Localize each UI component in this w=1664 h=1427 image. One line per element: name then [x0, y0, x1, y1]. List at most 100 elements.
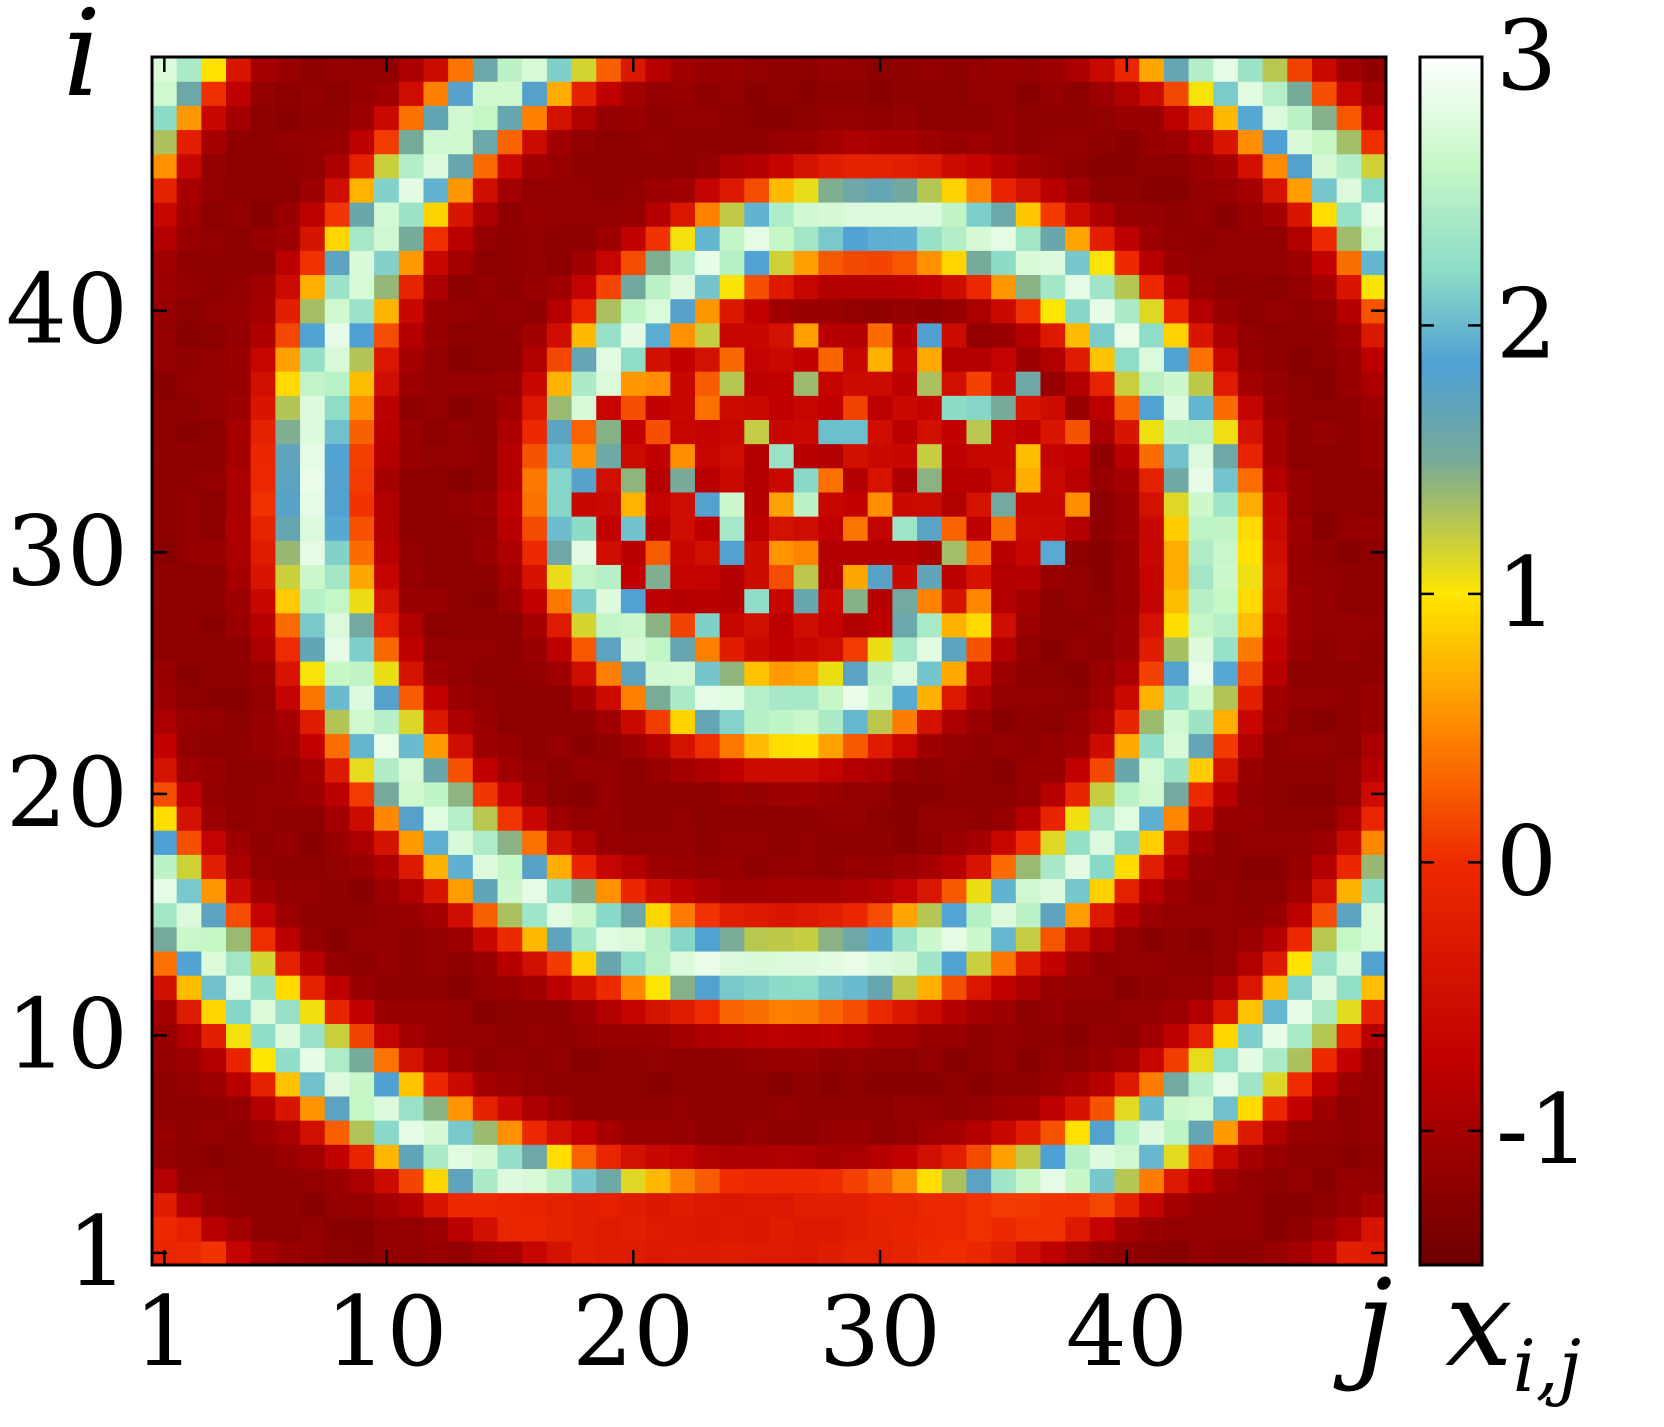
- heatmap-cell: [818, 81, 844, 106]
- heatmap-cell: [1311, 757, 1338, 783]
- heatmap-cell: [398, 226, 425, 251]
- heatmap-cell: [1089, 1047, 1116, 1073]
- heatmap-cell: [1139, 129, 1165, 155]
- heatmap-cell: [1213, 1240, 1239, 1266]
- heatmap-cell: [818, 1047, 844, 1073]
- heatmap-cell: [818, 1240, 844, 1266]
- heatmap-cell: [843, 443, 869, 469]
- heatmap-cell: [349, 685, 375, 710]
- heatmap-cell: [349, 1240, 375, 1266]
- heatmap-cell: [423, 491, 449, 517]
- heatmap-cell: [1188, 298, 1214, 324]
- heatmap-cell: [250, 564, 276, 590]
- heatmap-cell: [843, 1240, 869, 1266]
- heatmap-cell: [744, 1047, 770, 1073]
- heatmap-cell: [769, 1071, 795, 1097]
- heatmap-cell: [917, 491, 943, 517]
- heatmap-cell: [620, 177, 647, 203]
- heatmap-cell: [843, 540, 869, 565]
- heatmap-cell: [744, 975, 770, 1000]
- heatmap-cell: [1287, 129, 1313, 155]
- heatmap-cell: [620, 781, 647, 807]
- heatmap-cell: [497, 733, 523, 759]
- heatmap-cell: [571, 395, 597, 420]
- heatmap-cell: [694, 854, 721, 880]
- heatmap-cell: [1114, 661, 1140, 686]
- heatmap-cell: [818, 757, 844, 783]
- heatmap-cell: [769, 1023, 795, 1049]
- heatmap-cell: [522, 878, 548, 904]
- heatmap-cell: [818, 371, 844, 396]
- heatmap-cell: [374, 395, 400, 420]
- heatmap-cell: [1040, 153, 1066, 179]
- heatmap-cell: [1287, 298, 1313, 324]
- heatmap-cell: [152, 733, 178, 759]
- heatmap-cell: [546, 709, 573, 735]
- heatmap-cell: [250, 854, 276, 880]
- heatmap-cell: [793, 733, 819, 759]
- heatmap-cell: [1287, 322, 1313, 348]
- heatmap-cell: [374, 153, 400, 179]
- heatmap-cell: [941, 81, 968, 106]
- heatmap-cell: [596, 540, 622, 565]
- heatmap-cell: [744, 830, 770, 855]
- heatmap-cell: [1262, 612, 1288, 638]
- heatmap-cell: [1262, 854, 1288, 880]
- heatmap-cell: [694, 1047, 721, 1073]
- heatmap-cell: [300, 612, 326, 638]
- heatmap-cell: [620, 153, 647, 179]
- heatmap-cell: [941, 588, 968, 614]
- heatmap-cell: [1114, 419, 1140, 445]
- heatmap-cell: [1237, 564, 1264, 590]
- heatmap-cell: [670, 564, 696, 590]
- heatmap-cell: [966, 491, 992, 517]
- heatmap-cell: [645, 105, 671, 131]
- heatmap-cell: [1188, 443, 1214, 469]
- heatmap-cell: [1114, 902, 1140, 928]
- heatmap-cell: [1015, 588, 1042, 614]
- heatmap-cell: [1065, 491, 1091, 517]
- heatmap-cell: [620, 757, 647, 783]
- heatmap-cell: [1114, 395, 1140, 420]
- heatmap-cell: [1237, 1095, 1264, 1121]
- heatmap-cell: [917, 57, 943, 82]
- heatmap-cell: [176, 129, 202, 155]
- heatmap-cell: [497, 298, 523, 324]
- heatmap-cell: [1311, 1023, 1338, 1049]
- heatmap-cell: [719, 419, 745, 445]
- heatmap-cell: [1262, 153, 1288, 179]
- heatmap-cell: [1336, 491, 1362, 517]
- heatmap-cell: [152, 999, 178, 1024]
- heatmap-cell: [1065, 371, 1091, 396]
- heatmap-cell: [152, 250, 178, 276]
- heatmap-cell: [1065, 757, 1091, 783]
- heatmap-cell: [620, 1071, 647, 1097]
- heatmap-cell: [1262, 129, 1288, 155]
- heatmap-cell: [1336, 854, 1362, 880]
- heatmap-cell: [991, 1095, 1017, 1121]
- heatmap-cell: [694, 1071, 721, 1097]
- heatmap-cell: [1213, 709, 1239, 735]
- heatmap-cell: [596, 830, 622, 855]
- heatmap-cell: [1336, 371, 1362, 396]
- heatmap-cell: [1015, 1047, 1042, 1073]
- heatmap-cell: [522, 226, 548, 251]
- heatmap-cell: [300, 830, 326, 855]
- heatmap-cell: [324, 395, 351, 420]
- heatmap-cell: [744, 709, 770, 735]
- heatmap-cell: [719, 830, 745, 855]
- heatmap-cell: [1361, 443, 1387, 469]
- heatmap-cell: [176, 322, 202, 348]
- heatmap-cell: [226, 902, 252, 928]
- heatmap-cell: [596, 661, 622, 686]
- heatmap-cell: [1015, 516, 1042, 541]
- heatmap-cell: [1139, 950, 1165, 976]
- heatmap-cell: [966, 830, 992, 855]
- heatmap-cell: [1139, 274, 1165, 300]
- heatmap-cell: [1311, 226, 1338, 251]
- heatmap-cell: [1015, 612, 1042, 638]
- heatmap-cell: [522, 250, 548, 276]
- heatmap-cell: [349, 588, 375, 614]
- heatmap-cell: [176, 153, 202, 179]
- heatmap-cell: [966, 636, 992, 662]
